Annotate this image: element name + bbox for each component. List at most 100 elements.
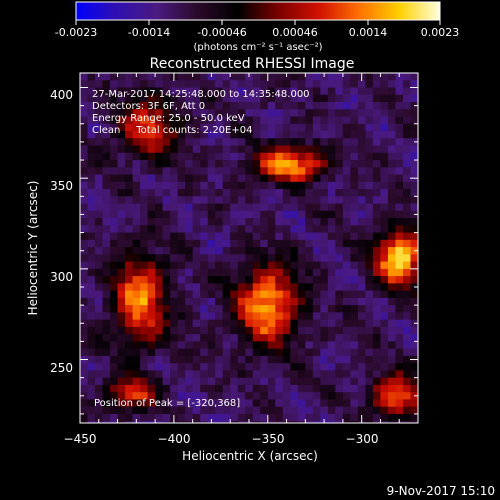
heatmap-cell (282, 225, 291, 234)
heatmap-cell (207, 174, 216, 183)
heatmap-cell (80, 312, 89, 321)
heatmap-cell (185, 80, 194, 89)
heatmap-cell (230, 406, 239, 415)
heatmap-cell (252, 239, 261, 248)
heatmap-cell (207, 334, 216, 342)
heatmap-cell (140, 341, 149, 350)
heatmap-cell (185, 73, 194, 81)
heatmap-cell (350, 116, 359, 125)
heatmap-cell (185, 297, 194, 306)
y-tick-label-1: 300 (50, 270, 73, 284)
heatmap-cell (95, 189, 104, 197)
heatmap-cell (252, 181, 261, 190)
heatmap-cell (335, 196, 344, 205)
heatmap-cell (387, 290, 397, 299)
heatmap-cell (170, 160, 179, 168)
heatmap-cell (365, 152, 374, 161)
heatmap-cell (147, 174, 156, 183)
heatmap-cell (230, 297, 239, 306)
heatmap-cell (305, 181, 314, 190)
heatmap-cell (95, 377, 104, 386)
heatmap-cell (297, 218, 306, 226)
heatmap-cell (185, 254, 194, 263)
heatmap-cell (110, 268, 119, 277)
heatmap-cell (110, 421, 119, 423)
heatmap-cell (312, 413, 321, 422)
heatmap-cell (380, 413, 389, 422)
heatmap-cell (200, 94, 209, 103)
heatmap-cell (365, 218, 374, 226)
heatmap-cell (252, 225, 261, 234)
heatmap-cell (237, 334, 246, 342)
heatmap-cell (162, 312, 171, 321)
heatmap-cell (155, 196, 164, 205)
heatmap-cell (350, 87, 359, 96)
heatmap-cell (320, 348, 329, 357)
heatmap-cell (402, 319, 412, 328)
heatmap-cell (147, 167, 156, 176)
heatmap-cell (215, 319, 224, 328)
heatmap-cell (192, 196, 201, 205)
heatmap-cell (132, 406, 141, 415)
heatmap-cell (275, 319, 284, 328)
heatmap-cell (282, 319, 291, 328)
heatmap-cell (267, 254, 276, 263)
heatmap-cell (410, 261, 418, 270)
heatmap-cell (327, 305, 336, 313)
heatmap-cell (132, 377, 141, 386)
heatmap-cell (222, 254, 231, 263)
heatmap-cell (200, 370, 209, 379)
heatmap-cell (80, 210, 89, 219)
heatmap-cell (320, 283, 329, 292)
heatmap-cell (260, 167, 269, 176)
heatmap-cell (132, 355, 141, 364)
heatmap-cell (267, 384, 276, 393)
heatmap-cell (260, 210, 269, 219)
heatmap-cell (282, 305, 291, 313)
heatmap-cell (342, 152, 351, 161)
heatmap-cell (365, 384, 374, 393)
heatmap-cell (237, 239, 246, 248)
heatmap-cell (350, 73, 359, 81)
heatmap-cell (80, 80, 89, 89)
heatmap-cell (350, 131, 359, 139)
heatmap-cell (125, 312, 134, 321)
heatmap-cell (395, 312, 404, 321)
heatmap-cell (357, 261, 367, 270)
heatmap-cell (162, 377, 171, 386)
heatmap-cell (87, 421, 96, 423)
heatmap-cell (267, 218, 276, 226)
heatmap-cell (215, 116, 224, 125)
heatmap-cell (410, 167, 418, 176)
heatmap-cell (102, 203, 111, 212)
heatmap-cell (380, 348, 389, 357)
heatmap-cell (237, 210, 246, 219)
heatmap-cell (230, 196, 239, 205)
heatmap-cell (320, 334, 329, 342)
heatmap-cell (320, 218, 329, 226)
heatmap-cell (282, 181, 291, 190)
heatmap-cell (365, 247, 374, 255)
heatmap-cell (140, 174, 149, 183)
heatmap-cell (327, 268, 336, 277)
heatmap-cell (305, 218, 314, 226)
heatmap-cell (350, 268, 359, 277)
heatmap-cell (350, 123, 359, 132)
heatmap-cell (267, 203, 276, 212)
heatmap-cell (267, 334, 276, 342)
heatmap-cell (132, 160, 141, 168)
heatmap-cell (207, 283, 216, 292)
heatmap-cell (110, 152, 119, 161)
heatmap-cell (200, 152, 209, 161)
heatmap-cell (192, 341, 201, 350)
heatmap-cell (125, 167, 134, 176)
heatmap-cell (312, 399, 321, 408)
heatmap-cell (87, 116, 96, 125)
heatmap-cell (312, 319, 321, 328)
heatmap-cell (95, 167, 104, 176)
heatmap-cell (117, 123, 126, 132)
heatmap-cell (267, 109, 276, 118)
heatmap-cell (117, 196, 126, 205)
heatmap-cell (327, 355, 336, 364)
heatmap-cell (282, 102, 291, 110)
